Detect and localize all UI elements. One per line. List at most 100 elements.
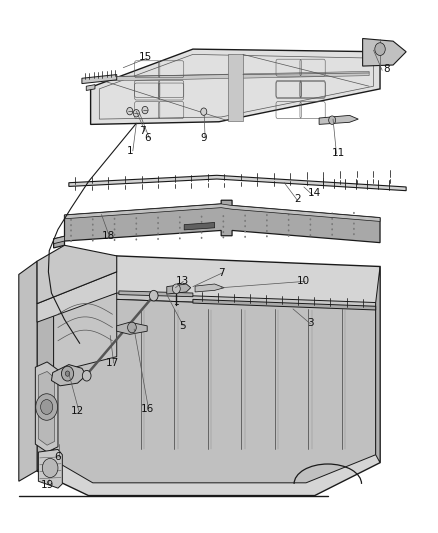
Text: 15: 15 <box>138 52 152 62</box>
Circle shape <box>157 227 159 229</box>
Polygon shape <box>39 449 62 488</box>
Circle shape <box>288 235 290 237</box>
Circle shape <box>179 237 181 239</box>
Circle shape <box>288 214 290 216</box>
Circle shape <box>70 224 72 226</box>
Circle shape <box>244 215 246 216</box>
Circle shape <box>179 232 181 234</box>
Circle shape <box>353 212 355 214</box>
Text: 5: 5 <box>179 321 185 331</box>
Circle shape <box>201 237 202 239</box>
Circle shape <box>179 227 181 229</box>
Text: 2: 2 <box>294 193 300 204</box>
Circle shape <box>157 232 159 235</box>
Circle shape <box>331 217 333 220</box>
Circle shape <box>310 229 311 231</box>
Circle shape <box>310 213 311 215</box>
Circle shape <box>135 238 137 240</box>
Polygon shape <box>69 175 406 191</box>
Circle shape <box>328 116 336 124</box>
Circle shape <box>244 225 246 227</box>
Circle shape <box>135 217 137 219</box>
Circle shape <box>157 222 159 224</box>
Circle shape <box>114 239 116 241</box>
Circle shape <box>114 217 116 220</box>
Circle shape <box>331 228 333 230</box>
Circle shape <box>288 224 290 226</box>
Circle shape <box>310 218 311 220</box>
Text: 6: 6 <box>144 133 151 143</box>
Circle shape <box>42 458 58 478</box>
Text: 11: 11 <box>332 148 345 158</box>
Polygon shape <box>91 49 380 124</box>
Polygon shape <box>228 54 243 120</box>
Polygon shape <box>167 284 191 294</box>
Circle shape <box>135 228 137 230</box>
Polygon shape <box>39 372 54 445</box>
Circle shape <box>82 370 91 381</box>
Polygon shape <box>104 71 369 81</box>
Text: 7: 7 <box>140 126 146 136</box>
Circle shape <box>133 110 139 117</box>
Circle shape <box>41 400 53 415</box>
Circle shape <box>201 108 207 115</box>
Polygon shape <box>376 266 380 463</box>
Circle shape <box>92 239 94 241</box>
Circle shape <box>266 224 268 227</box>
Circle shape <box>223 231 224 233</box>
Polygon shape <box>19 261 37 481</box>
Circle shape <box>114 223 116 225</box>
Circle shape <box>266 214 268 216</box>
Circle shape <box>244 230 246 232</box>
Circle shape <box>157 216 159 219</box>
Polygon shape <box>53 236 64 244</box>
Polygon shape <box>319 115 358 124</box>
Polygon shape <box>86 85 95 91</box>
Circle shape <box>266 219 268 221</box>
Text: 19: 19 <box>40 480 54 490</box>
Circle shape <box>201 231 202 233</box>
Text: 10: 10 <box>297 276 311 286</box>
Circle shape <box>353 217 355 219</box>
Polygon shape <box>36 256 380 496</box>
Text: 8: 8 <box>383 64 390 74</box>
Circle shape <box>353 228 355 230</box>
Text: 6: 6 <box>55 452 61 462</box>
Circle shape <box>92 218 94 220</box>
Polygon shape <box>53 293 117 373</box>
Polygon shape <box>119 291 193 297</box>
Circle shape <box>70 235 72 237</box>
Polygon shape <box>53 200 380 248</box>
Circle shape <box>92 223 94 225</box>
Circle shape <box>375 43 385 55</box>
Polygon shape <box>51 365 86 386</box>
Circle shape <box>288 219 290 221</box>
Polygon shape <box>117 322 147 334</box>
Text: 7: 7 <box>218 268 225 278</box>
Circle shape <box>127 322 136 333</box>
Circle shape <box>36 394 57 420</box>
Circle shape <box>353 233 355 235</box>
Text: 13: 13 <box>175 276 189 286</box>
Circle shape <box>114 233 116 236</box>
Circle shape <box>223 236 224 238</box>
Circle shape <box>61 366 74 381</box>
Text: 18: 18 <box>101 231 115 241</box>
Text: 14: 14 <box>308 188 321 198</box>
Text: 17: 17 <box>106 358 119 368</box>
Circle shape <box>223 225 224 228</box>
Circle shape <box>288 229 290 231</box>
Polygon shape <box>37 312 53 471</box>
Circle shape <box>92 229 94 231</box>
Circle shape <box>201 226 202 228</box>
Circle shape <box>201 216 202 217</box>
Polygon shape <box>184 222 215 230</box>
Circle shape <box>244 236 246 238</box>
Circle shape <box>127 108 133 115</box>
Text: 16: 16 <box>141 403 154 414</box>
Text: 9: 9 <box>201 133 207 143</box>
Circle shape <box>266 230 268 232</box>
Circle shape <box>135 233 137 235</box>
Circle shape <box>149 290 158 301</box>
Circle shape <box>331 233 333 236</box>
